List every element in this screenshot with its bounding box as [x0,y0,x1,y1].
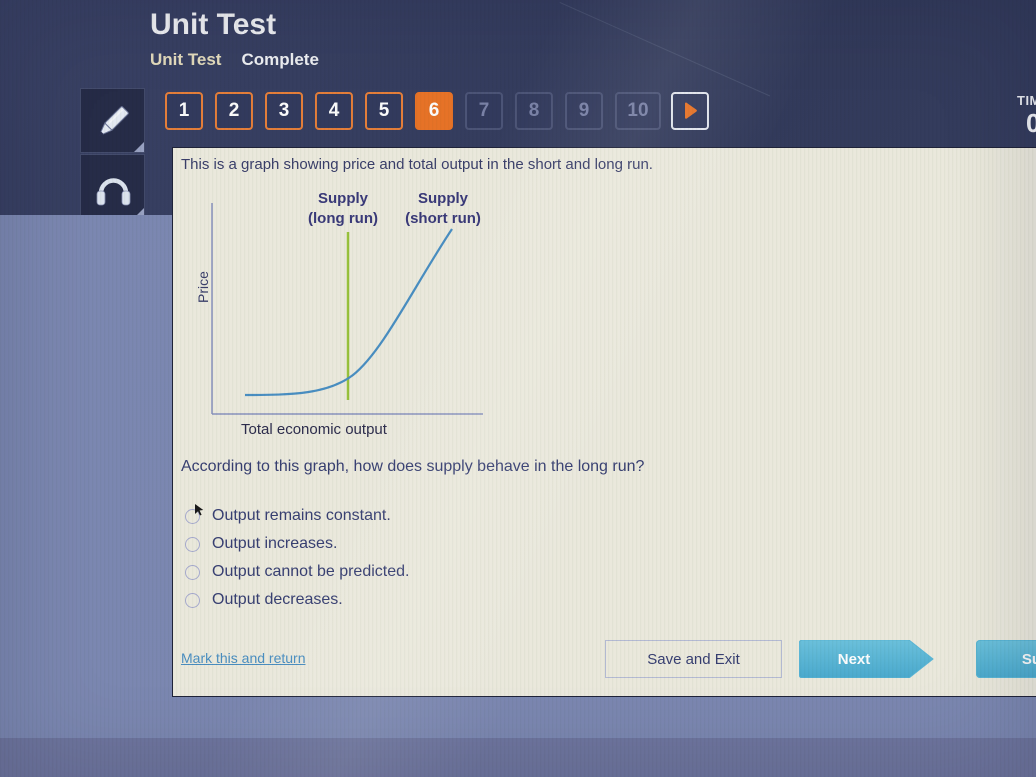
svg-text:Next: Next [838,651,871,668]
